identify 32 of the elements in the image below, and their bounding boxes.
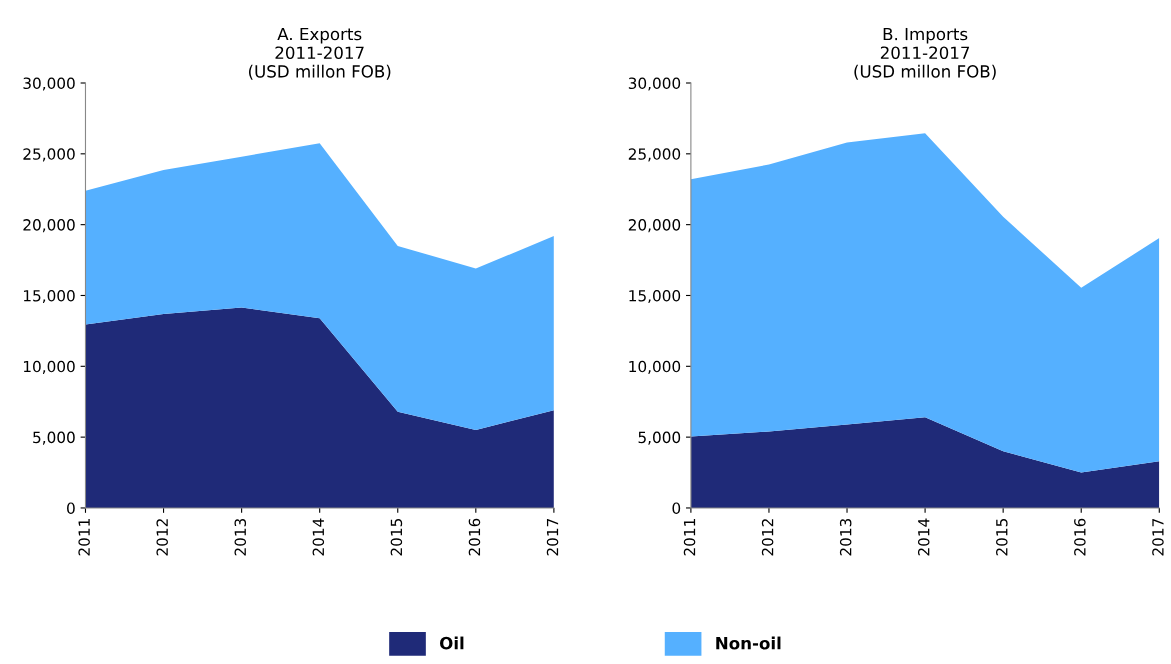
y-tick-label: 15,000 [23, 289, 75, 304]
x-tick-label: 2011 [683, 519, 696, 556]
y-tick-label: 20,000 [23, 219, 75, 233]
y-tick-label: 0 [67, 502, 75, 514]
y-tick-label: 5,000 [33, 431, 75, 445]
chart-title: B. Imports 2011-2017 (USD millon FOB) [854, 27, 996, 80]
x-tick-label: 2017 [546, 518, 559, 556]
y-tick-label: 30,000 [23, 77, 75, 91]
y-tick-label: 15,000 [629, 289, 681, 304]
y-tick-label: 10,000 [23, 360, 75, 374]
x-tick-label: 2015 [996, 519, 1008, 556]
x-tick-label: 2014 [312, 518, 325, 556]
x-tick-label: 2017 [1152, 518, 1164, 556]
x-tick-label: 2012 [156, 519, 168, 556]
y-tick-label: 25,000 [628, 148, 681, 162]
x-tick-label: 2016 [468, 518, 481, 556]
y-tick-label: 10,000 [629, 360, 681, 374]
x-tick-label: 2013 [234, 518, 247, 556]
y-tick-label: 0 [672, 502, 681, 514]
legend-label: Oil [440, 636, 464, 650]
x-tick-label: 2012 [761, 519, 774, 556]
x-tick-label: 2011 [78, 519, 90, 556]
y-tick-label: 5,000 [638, 431, 681, 445]
y-tick-label: 20,000 [628, 219, 681, 233]
x-tick-label: 2016 [1074, 518, 1086, 556]
x-tick-label: 2014 [917, 518, 930, 556]
y-tick-label: 30,000 [628, 77, 681, 91]
legend-label: Non-oil [716, 636, 781, 650]
y-tick-label: 25,000 [23, 148, 75, 162]
x-tick-label: 2013 [839, 518, 852, 556]
chart-title: A. Exports 2011-2017 (USD millon FOB) [249, 27, 391, 80]
x-tick-label: 2015 [390, 519, 403, 556]
